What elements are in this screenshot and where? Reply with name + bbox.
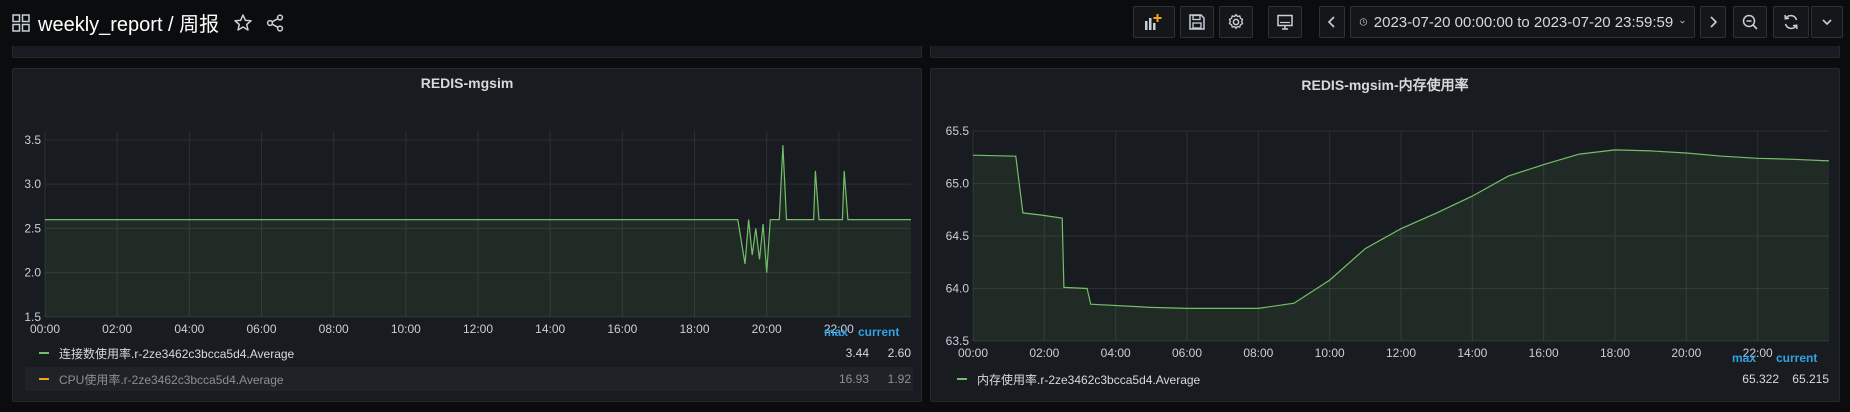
x-tick-label: 08:00	[319, 322, 349, 336]
legend-series-name: 内存使用率.r-2ze3462c3bcca5d4.Average	[977, 372, 1201, 387]
refresh-icon	[1784, 14, 1798, 30]
connection-usage-chart[interactable]: 1.5 2.0 2.5 3.0 3.5 00:00 02:00 04:00 06:00 08:00…	[13, 101, 923, 356]
save-dashboard-button[interactable]	[1180, 6, 1214, 38]
x-tick-label: 02:00	[1029, 346, 1059, 360]
x-tick-label: 10:00	[391, 322, 421, 336]
x-tick-label: 00:00	[958, 346, 988, 360]
legend-current-header[interactable]: current	[858, 325, 900, 339]
x-tick-label: 12:00	[1386, 346, 1416, 360]
panel-redis-connections: REDIS-mgsim 1.5 2.0 2.5 3.0 3.5 00:00 02:00 04:…	[12, 68, 922, 402]
x-tick-label: 04:00	[174, 322, 204, 336]
x-tick-label: 06:00	[1172, 346, 1202, 360]
legend-series-name: 连接数使用率.r-2ze3462c3bcca5d4.Average	[59, 346, 295, 361]
legend-current-value: 65.215	[1792, 372, 1829, 386]
x-tick-label: 20:00	[1671, 346, 1701, 360]
y-tick-label: 63.5	[946, 334, 970, 348]
memory-usage-chart[interactable]: 63.5 64.0 64.5 65.0 65.5 00:00 02:00 04:00 06:00…	[931, 101, 1841, 383]
time-range-picker[interactable]: 2023-07-20 00:00:00 to 2023-07-20 23:59:…	[1350, 6, 1695, 38]
chevron-down-icon	[1822, 19, 1832, 26]
cycle-view-mode-button[interactable]	[1268, 6, 1302, 38]
legend-item-memory-usage[interactable]: 内存使用率.r-2ze3462c3bcca5d4.Average 65.322 …	[943, 367, 1831, 391]
series-line	[45, 145, 911, 273]
x-tick-label: 16:00	[1529, 346, 1559, 360]
y-tick-label: 3.0	[24, 177, 41, 191]
x-tick-label: 22:00	[1743, 346, 1773, 360]
previous-panel-left	[12, 46, 922, 58]
dashboards-grid-icon[interactable]	[12, 13, 30, 32]
chevron-right-icon	[1710, 16, 1718, 28]
series-line	[972, 149, 1830, 309]
refresh-interval-dropdown[interactable]	[1811, 6, 1843, 38]
refresh-button[interactable]	[1773, 6, 1809, 38]
legend-max-value: 16.93	[838, 372, 869, 386]
time-range-text: 2023-07-20 00:00:00 to 2023-07-20 23:59:…	[1373, 13, 1674, 31]
dashboard-title-group: weekly_report / 周报	[12, 8, 285, 37]
x-tick-label: 00:00	[30, 322, 60, 336]
panel-title[interactable]: REDIS-mgsim	[420, 75, 514, 91]
x-tick-label: 16:00	[607, 322, 637, 336]
legend-max-value: 3.44	[845, 346, 869, 360]
series-area-fill	[973, 149, 1829, 341]
clock-icon	[1359, 18, 1367, 26]
previous-panel-right	[930, 46, 1840, 58]
y-tick-label: 3.5	[24, 133, 41, 147]
legend-current-header[interactable]: current	[1776, 351, 1818, 365]
legend-max-header[interactable]: max	[1732, 351, 1757, 365]
series-color-swatch[interactable]	[957, 378, 967, 380]
legend-current-value: 1.92	[887, 372, 911, 386]
share-icon[interactable]	[265, 13, 285, 33]
x-tick-label: 04:00	[1101, 346, 1131, 360]
x-tick-label: 02:00	[102, 322, 132, 336]
legend-series-name: CPU使用率.r-2ze3462c3bcca5d4.Average	[59, 372, 284, 387]
x-tick-label: 06:00	[246, 322, 276, 336]
gear-icon	[1228, 13, 1244, 30]
add-panel-icon	[1145, 14, 1162, 30]
series-area-fill	[45, 145, 911, 317]
panel-redis-memory: REDIS-mgsim-内存使用率 63.5 64.0 64.5 65.0 65.5 00…	[930, 68, 1840, 402]
dashboard-title[interactable]: weekly_report / 周报	[38, 14, 220, 36]
x-tick-label: 08:00	[1243, 346, 1273, 360]
legend-item-connection-usage[interactable]: 连接数使用率.r-2ze3462c3bcca5d4.Average 3.44 2…	[25, 341, 913, 365]
y-tick-label: 64.0	[946, 282, 970, 296]
y-tick-label: 2.0	[24, 266, 41, 280]
add-panel-button[interactable]	[1133, 6, 1175, 38]
y-tick-label: 65.0	[946, 177, 970, 191]
x-tick-label: 20:00	[752, 322, 782, 336]
x-tick-label: 22:00	[824, 322, 854, 336]
legend-current-value: 2.60	[887, 346, 911, 360]
x-tick-label: 18:00	[1600, 346, 1630, 360]
time-shift-forward-button[interactable]	[1700, 6, 1726, 38]
monitor-icon	[1277, 14, 1293, 30]
legend-item-cpu-usage-hidden[interactable]: CPU使用率.r-2ze3462c3bcca5d4.Average 16.93 …	[25, 367, 913, 391]
y-tick-label: 1.5	[24, 310, 41, 324]
x-tick-label: 14:00	[535, 322, 565, 336]
y-tick-label: 2.5	[24, 221, 41, 235]
time-shift-back-button[interactable]	[1319, 6, 1345, 38]
zoom-out-button[interactable]	[1733, 6, 1767, 38]
legend-max-value: 65.322	[1742, 372, 1779, 386]
x-tick-label: 12:00	[463, 322, 493, 336]
panel-title[interactable]: REDIS-mgsim-内存使用率	[1301, 77, 1469, 93]
y-tick-label: 64.5	[946, 229, 970, 243]
top-navbar: weekly_report / 周报	[0, 0, 1850, 46]
star-icon[interactable]	[233, 13, 253, 33]
series-color-swatch[interactable]	[39, 378, 49, 380]
dashboard-settings-button[interactable]	[1219, 6, 1253, 38]
save-icon	[1189, 14, 1205, 30]
y-tick-label: 65.5	[946, 124, 970, 138]
legend-max-header[interactable]: max	[824, 325, 849, 339]
x-tick-label: 18:00	[679, 322, 709, 336]
series-color-swatch[interactable]	[39, 352, 49, 354]
chevron-down-icon	[1680, 20, 1685, 24]
x-tick-label: 10:00	[1315, 346, 1345, 360]
chevron-left-icon	[1327, 16, 1335, 28]
x-tick-label: 14:00	[1457, 346, 1487, 360]
zoom-out-icon	[1742, 14, 1758, 30]
